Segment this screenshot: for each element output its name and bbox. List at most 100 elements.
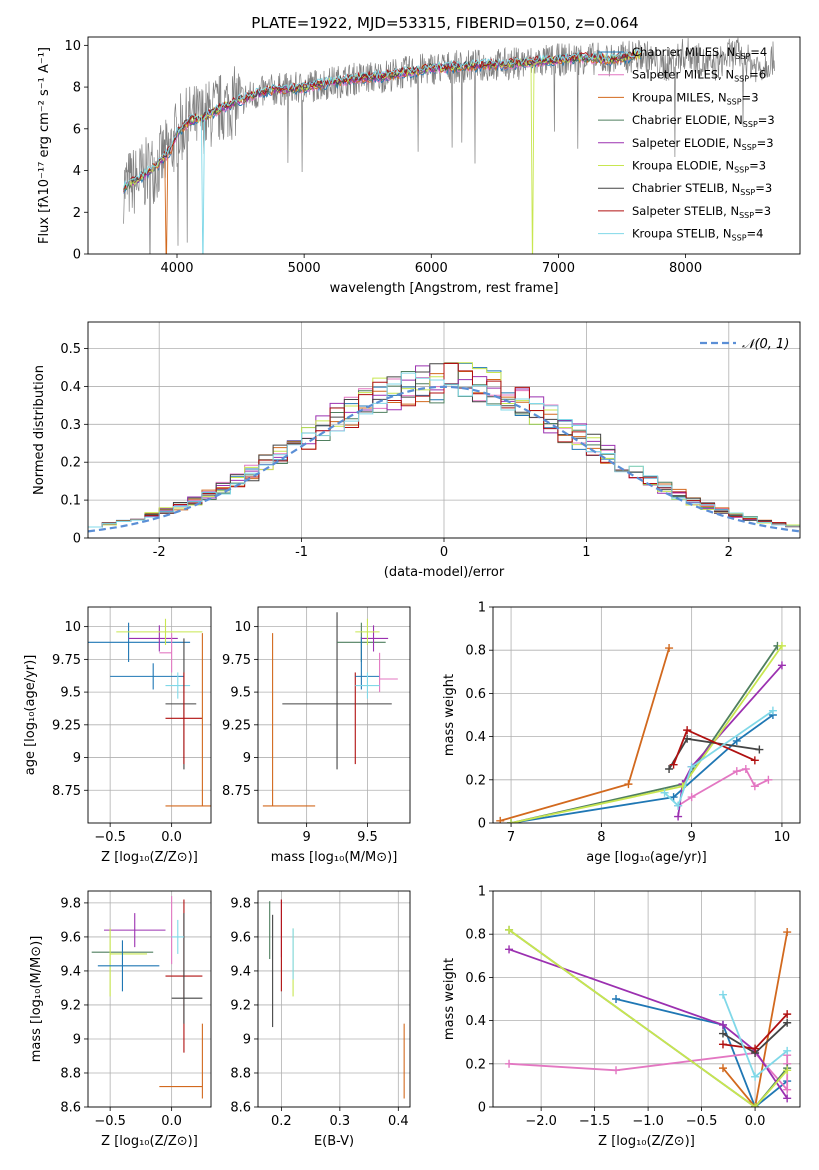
x-axis-label: age [log₁₀(age/yr)] — [586, 850, 707, 865]
y-tick-label: 9.5 — [230, 686, 251, 701]
legend-label: Kroupa ELODIE, NSSP=3 — [632, 159, 766, 175]
weight-series — [718, 1018, 792, 1057]
errorbar-point — [88, 622, 191, 662]
errorbar-point — [109, 928, 148, 997]
plot-area — [91, 896, 203, 1099]
y-tick-label: 9.5 — [60, 686, 81, 701]
legend-nssp-sub: SSP — [740, 188, 755, 197]
legend: Chabrier MILES, NSSP=4 Salpeter MILES , N S… — [598, 45, 775, 243]
legend-nssp-eq: = — [757, 136, 767, 150]
legend-nssp-eq: = — [755, 181, 765, 195]
x-tick-label: 7000 — [542, 261, 575, 276]
model-spectrum-line — [123, 49, 642, 254]
legend-nssp-eq: = — [750, 45, 760, 59]
weight-marker — [751, 1103, 760, 1107]
y-axis-label: age [log₁₀(age/yr)] — [23, 655, 38, 776]
panel-age_vs_z: −0.5 0.0 8.75 9 9.25 9.5 9.75 10 Z [log₁₀(Z/Z⊙)]… — [23, 606, 212, 865]
weight-marker — [768, 706, 777, 715]
legend-model-name: Salpeter MILES — [632, 68, 718, 82]
axes-frame — [492, 606, 801, 824]
legend-label: Chabrier MILES, NSSP=4 — [632, 45, 767, 61]
weight-marker — [674, 801, 683, 810]
weight-marker — [783, 1094, 792, 1103]
x-axis-label: mass [log₁₀(M/M⊙)] — [271, 850, 398, 865]
weight-marker — [755, 745, 764, 754]
x-tick-label: 0.3 — [330, 1114, 351, 1129]
y-tick-label: 0 — [478, 1101, 486, 1116]
y-tick-label: 9.25 — [52, 718, 81, 733]
weight-marker — [732, 736, 741, 745]
weight-marker — [783, 1085, 792, 1094]
model-spectrum-line — [123, 49, 642, 190]
weight-marker — [669, 760, 678, 769]
x-tick-label: 5000 — [288, 261, 321, 276]
weight-marker — [750, 782, 759, 791]
legend-nssp-prefix: , N — [711, 90, 727, 104]
weight-marker — [783, 1066, 792, 1075]
y-tick-label: 9 — [73, 751, 81, 766]
weight-series-line — [677, 767, 769, 807]
errorbar-point — [97, 940, 160, 992]
legend-nssp-sub: SSP — [742, 143, 757, 152]
x-tick-label: -1 — [295, 545, 308, 560]
x-tick-label: 8000 — [669, 261, 702, 276]
weight-series — [674, 765, 773, 810]
axes-frame — [257, 606, 411, 824]
panel-weight_vs_age: 7 8 9 10 0 0.2 0.4 0.6 0.8 1 age [log₁₀(age/yr)] ma… — [442, 601, 801, 865]
legend-model-name: Salpeter STELIB — [632, 204, 723, 218]
errorbar-point — [165, 633, 211, 807]
weight-series — [507, 641, 782, 823]
weight-marker — [777, 641, 786, 650]
y-tick-label: 10 — [64, 620, 81, 635]
y-tick-label: 8.75 — [52, 784, 81, 799]
panel-weight_vs_z: −2.0 −1.5 −1.0 −0.5 0.0 0 0.2 0.4 0.6 0.8 1 Z [log₁… — [442, 885, 801, 1149]
model-spectrum-line — [123, 50, 642, 254]
x-tick-label: −2.0 — [525, 1114, 557, 1129]
residual-histogram-step — [88, 362, 800, 528]
y-tick-label: 0 — [478, 817, 486, 832]
weight-series — [718, 990, 792, 1081]
weight-marker — [660, 788, 669, 797]
y-tick-label: 0.6 — [465, 687, 486, 702]
weight-marker — [507, 819, 516, 823]
errorbar-point — [165, 638, 197, 770]
y-tick-label: 9.75 — [222, 653, 251, 668]
weight-marker — [624, 780, 633, 789]
weight-series — [496, 644, 674, 823]
errorbar-point — [171, 913, 203, 1024]
legend-label: Salpeter ELODIE, NSSP=3 — [632, 136, 774, 152]
errorbar-point — [171, 919, 184, 954]
legend-model-name: Salpeter ELODIE — [632, 136, 726, 150]
y-axis-label: mass weight — [442, 958, 457, 1040]
y-tick-label: 9.8 — [60, 896, 81, 911]
legend-nssp-prefix: , N — [718, 159, 734, 173]
x-tick-label: 9.5 — [357, 830, 378, 845]
legend-model-name: Kroupa MILES — [632, 90, 711, 104]
legend-nssp-value: 3 — [751, 90, 758, 104]
legend-nssp-prefix: , N — [716, 227, 732, 241]
axes-frame — [87, 606, 212, 824]
weight-series-line — [510, 645, 783, 823]
weight-series-line — [508, 929, 788, 1107]
errorbar-point — [262, 633, 316, 807]
x-axis-label: Z [log₁₀(Z/Z⊙)] — [101, 1134, 198, 1149]
weight-marker — [718, 1020, 727, 1029]
weight-marker — [718, 1064, 727, 1073]
x-tick-label: 0.0 — [161, 1114, 182, 1129]
errorbar-point — [110, 663, 184, 690]
weight-series-line — [615, 998, 788, 1107]
legend-model-name: Chabrier MILES — [632, 45, 719, 59]
weight-marker — [505, 945, 514, 954]
weight-marker — [783, 1010, 792, 1019]
y-tick-label: 0.8 — [465, 644, 486, 659]
y-tick-label: 8.8 — [60, 1066, 81, 1081]
y-tick-label: 9 — [243, 751, 251, 766]
y-tick-label: 9 — [243, 1032, 251, 1047]
weight-marker — [718, 990, 727, 999]
y-tick-label: 8.8 — [230, 1066, 251, 1081]
weight-marker — [783, 1018, 792, 1027]
y-tick-label: 10 — [64, 39, 81, 54]
y-axis-label: mass [log₁₀(M/M⊙)] — [29, 936, 44, 1063]
x-tick-label: −1.0 — [632, 1114, 664, 1129]
axes-frame — [257, 890, 411, 1108]
